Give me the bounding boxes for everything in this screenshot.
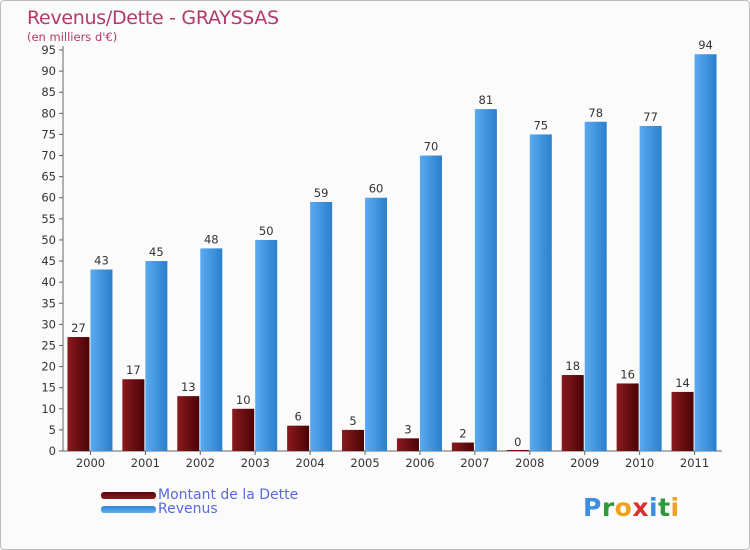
chart-subtitle: (en milliers d'€) [27,30,118,44]
y-tick-label: 90 [41,64,56,78]
bar-dette [177,396,200,451]
data-label-revenus: 81 [479,93,494,107]
bar-dette [67,337,90,451]
x-tick-label: 2006 [405,456,434,470]
legend-item-revenus: Revenus [101,501,218,517]
y-tick-label: 50 [41,233,56,247]
data-label-dette: 6 [294,410,301,424]
data-label-dette: 18 [565,359,580,373]
bar-dette [451,442,474,451]
data-label-dette: 0 [514,435,521,449]
bar-revenus [365,197,388,451]
data-label-revenus: 43 [94,253,109,267]
y-tick-label: 45 [41,254,56,268]
bar-revenus [419,155,442,452]
bar-revenus [255,239,278,451]
data-label-dette: 17 [126,363,141,377]
x-tick-label: 2007 [460,456,489,470]
bar-dette [232,408,255,451]
legend-swatch-dette [101,491,156,499]
x-tick-label: 2002 [186,456,215,470]
y-tick-label: 20 [41,360,56,374]
data-label-revenus: 50 [259,224,274,238]
data-label-dette: 27 [71,321,86,335]
data-label-revenus: 45 [149,245,164,259]
x-tick-label: 2009 [570,456,599,470]
x-tick-label: 2000 [76,456,105,470]
bar-dette [561,375,584,451]
y-tick-label: 65 [41,170,56,184]
legend-item-dette: Montant de la Dette [101,487,298,503]
data-label-dette: 16 [620,367,635,381]
data-label-revenus: 94 [698,38,713,52]
bar-revenus [694,54,717,451]
y-tick-label: 75 [41,127,56,141]
chart-title: Revenus/Dette - GRAYSSAS [27,7,279,29]
y-tick-label: 40 [41,275,56,289]
x-tick-label: 2011 [680,456,709,470]
y-tick-label: 25 [41,338,56,352]
y-tick-label: 95 [41,43,56,57]
y-tick-label: 10 [41,402,56,416]
data-label-revenus: 70 [424,140,439,154]
x-tick-label: 2008 [515,456,544,470]
data-label-revenus: 60 [369,182,384,196]
legend-swatch-revenus [101,505,156,513]
data-label-revenus: 77 [643,110,658,124]
y-tick-label: 60 [41,191,56,205]
y-tick-label: 30 [41,317,56,331]
bar-dette [287,425,310,451]
data-label-dette: 14 [675,376,690,390]
y-tick-label: 35 [41,296,56,310]
data-label-revenus: 59 [314,186,329,200]
data-label-revenus: 75 [533,118,548,132]
x-tick-label: 2005 [350,456,379,470]
legend-label-revenus: Revenus [158,501,218,517]
data-label-dette: 3 [404,422,411,436]
x-tick-label: 2001 [131,456,160,470]
legend-label-dette: Montant de la Dette [158,487,299,503]
y-tick-label: 15 [41,381,56,395]
bar-revenus [90,269,113,451]
y-tick-label: 80 [41,106,56,120]
y-tick-label: 0 [49,444,56,458]
x-tick-label: 2010 [625,456,654,470]
bar-revenus [145,261,168,451]
y-tick-label: 85 [41,85,56,99]
bar-dette [506,450,529,451]
x-tick-label: 2004 [295,456,324,470]
data-label-dette: 10 [236,393,251,407]
bar-dette [122,379,145,451]
data-label-dette: 2 [459,427,466,441]
data-label-revenus: 78 [588,106,603,120]
y-tick-label: 55 [41,212,56,226]
y-tick-label: 5 [49,423,56,437]
proxiti-logo: Proxiti [583,493,680,522]
bar-dette [396,438,419,451]
data-label-dette: 5 [349,414,356,428]
bar-revenus [529,134,552,451]
data-label-dette: 13 [181,380,196,394]
x-tick-label: 2003 [241,456,270,470]
bar-revenus [474,109,497,452]
y-tick-label: 70 [41,149,56,163]
bar-dette [671,391,694,451]
bar-dette [616,383,639,451]
bar-revenus [310,201,333,451]
bar-dette [342,429,365,451]
bar-revenus [200,248,223,451]
data-label-revenus: 48 [204,232,219,246]
bar-revenus [639,125,662,452]
bar-revenus [584,121,607,451]
